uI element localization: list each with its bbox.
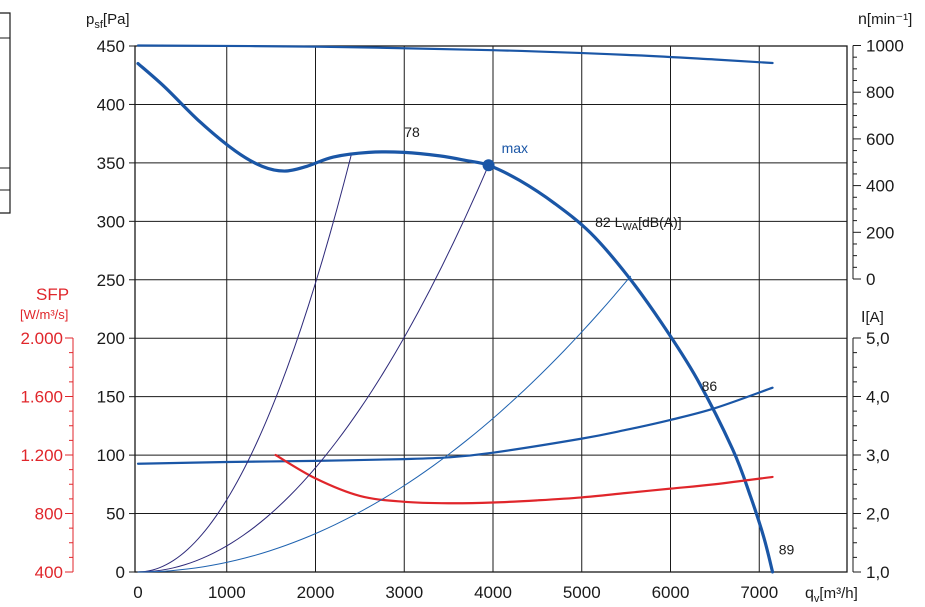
flow-axis: 0 1000 2000 3000 4000 5000 6000 7000 (133, 583, 778, 602)
series-sfp-curve (274, 453, 774, 505)
grid-lines (135, 46, 847, 572)
flow-tick-label-0: 0 (133, 583, 142, 602)
pressure-tick-label-5: 250 (97, 271, 125, 290)
annotation-2: LWA[dB(A)] (615, 214, 682, 233)
pressure-tick-label-7: 350 (97, 154, 125, 173)
pressure-tick-label-0: 0 (116, 563, 125, 582)
series-system-1 (137, 155, 352, 573)
current-tick-label-0: 1,0 (866, 563, 890, 582)
pressure-tick-label-3: 150 (97, 388, 125, 407)
series-current-curve (136, 386, 774, 465)
current-tick-label-2: 3,0 (866, 446, 890, 465)
current-tick-label-3: 4,0 (866, 388, 890, 407)
pressure-tick-label-1: 50 (106, 505, 125, 524)
annotation-3: 86 (702, 378, 718, 394)
sfp-axis-title: SFP (36, 285, 69, 304)
sfp-axis: 400 800 1.200 1.600 2.000 (20, 329, 74, 582)
annotations: 78 82 LWA[dB(A)] 86 89 (404, 124, 794, 557)
flow-tick-label-5: 5000 (563, 583, 601, 602)
operating-point-marker (482, 159, 495, 172)
series-speed-curve (136, 44, 774, 65)
annotation-1: 82 (595, 214, 611, 230)
pressure-tick-label-4: 200 (97, 329, 125, 348)
series-layer: max (136, 44, 775, 574)
current-tick-label-4: 5,0 (866, 329, 890, 348)
sfp-tick-label-3: 1.600 (20, 388, 63, 407)
sfp-tick-label-4: 2.000 (20, 329, 63, 348)
speed-axis: 0 200 400 600 800 1000 (852, 37, 904, 289)
current-axis: 1,0 2,0 3,0 4,0 5,0 (852, 329, 890, 582)
speed-tick-label-3: 600 (866, 130, 894, 149)
flow-tick-label-2: 2000 (297, 583, 335, 602)
pressure-tick-label-8: 400 (97, 95, 125, 114)
flow-tick-label-6: 6000 (652, 583, 690, 602)
pressure-tick-label-2: 100 (97, 446, 125, 465)
operating-point-label: max (502, 140, 528, 156)
series-system-2 (137, 164, 490, 573)
series-fan-curve (136, 61, 775, 574)
speed-tick-label-1: 200 (866, 223, 894, 242)
flow-tick-label-1: 1000 (208, 583, 246, 602)
table-fragment (0, 12, 11, 214)
series-system-3 (137, 275, 632, 573)
flow-axis-label: qv[m³/h] (805, 585, 858, 605)
sfp-tick-label-2: 1.200 (20, 446, 63, 465)
flow-tick-label-4: 4000 (474, 583, 512, 602)
pressure-tick-label-9: 450 (97, 37, 125, 56)
sfp-tick-label-1: 800 (35, 505, 63, 524)
speed-tick-label-4: 800 (866, 83, 894, 102)
annotation-4: 89 (779, 541, 795, 557)
speed-tick-label-2: 400 (866, 177, 894, 196)
current-tick-label-1: 2,0 (866, 505, 890, 524)
pressure-axis-label: psf[Pa] (86, 11, 130, 31)
current-axis-label: I[A] (861, 309, 884, 326)
speed-tick-label-5: 1000 (866, 37, 904, 56)
flow-tick-label-3: 3000 (385, 583, 423, 602)
speed-tick-label-0: 0 (866, 270, 875, 289)
flow-tick-label-7: 7000 (740, 583, 778, 602)
speed-axis-label: n[min⁻¹] (858, 11, 912, 28)
pressure-axis: 0 50 100 150 200 250 300 350 400 450 (97, 37, 135, 582)
sfp-axis-unit: [W/m³/s] (20, 307, 68, 322)
pressure-tick-label-6: 300 (97, 212, 125, 231)
sfp-tick-label-0: 400 (35, 563, 63, 582)
plot-frame (134, 45, 848, 573)
annotation-0: 78 (404, 124, 420, 140)
